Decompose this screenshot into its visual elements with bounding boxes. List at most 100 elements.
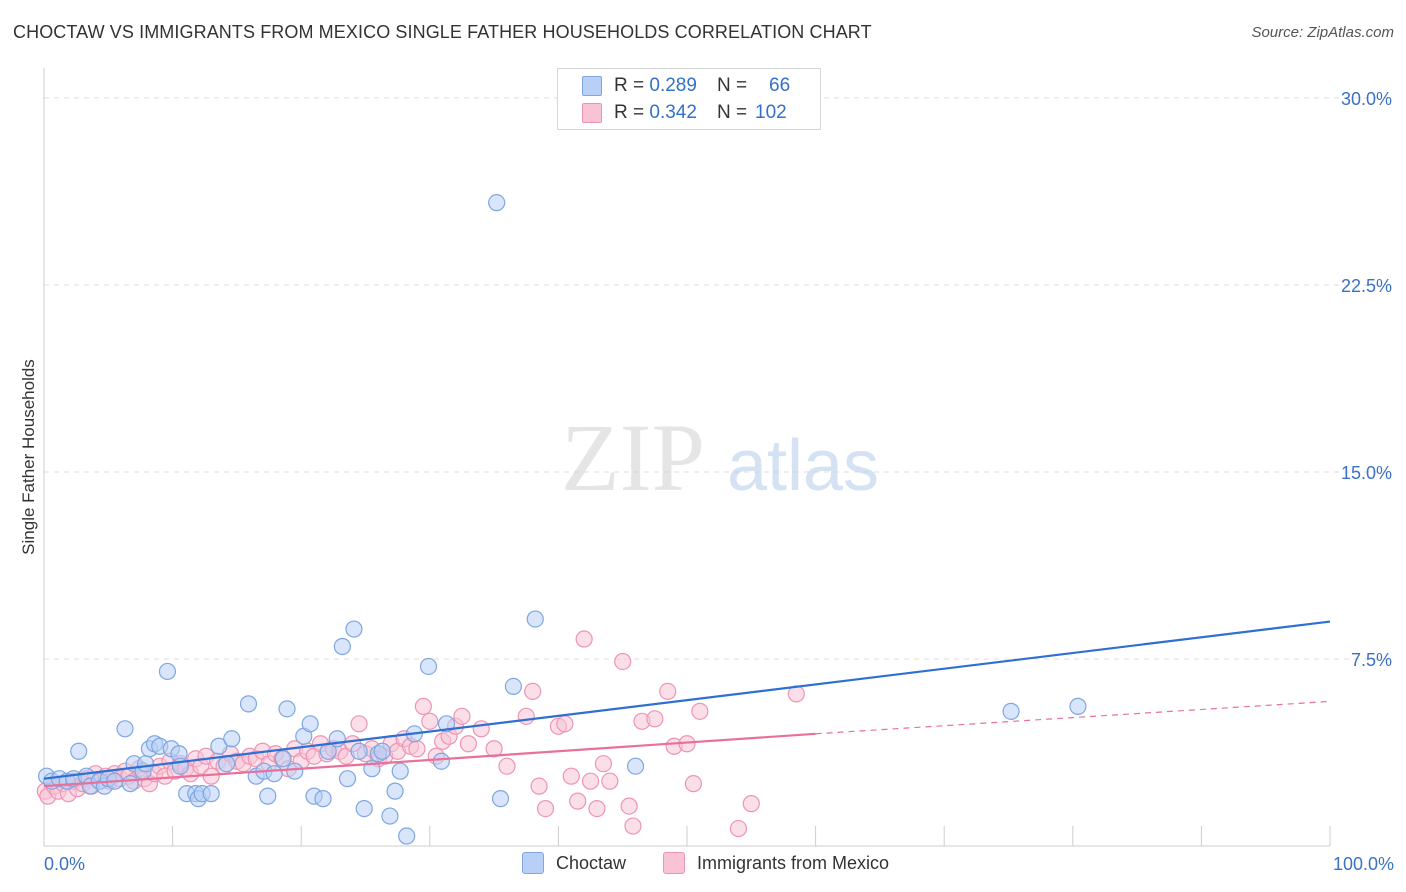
data-point-mexico	[562, 767, 580, 785]
data-point-mexico	[498, 757, 516, 775]
grid-layer	[44, 97, 1392, 660]
data-point-mexico	[742, 795, 760, 813]
data-point-choctaw	[526, 610, 544, 628]
data-point-mexico	[536, 799, 555, 818]
data-point-mexico	[408, 740, 426, 758]
data-point-choctaw	[398, 827, 416, 845]
data-point-mexico	[581, 772, 600, 790]
data-point-choctaw	[345, 620, 363, 638]
data-point-mexico	[530, 777, 548, 795]
tick-labels: 7.5% 15.0% 22.5% 30.0% 0.0% 100.0%	[44, 89, 1394, 874]
trend-line-mexico	[43, 732, 816, 788]
data-point-mexico	[729, 819, 748, 838]
legend-item-mexico[interactable]: Immigrants from Mexico	[663, 852, 889, 874]
data-point-mexico	[684, 775, 703, 793]
chart-title: CHOCTAW VS IMMIGRANTS FROM MEXICO SINGLE…	[13, 22, 872, 42]
legend-swatch-choctaw	[582, 76, 602, 96]
source-credit: Source: ZipAtlas.com	[1251, 24, 1394, 41]
legend-r-label: R =	[614, 102, 645, 123]
axes-layer	[43, 68, 1331, 847]
data-point-mexico	[453, 707, 471, 725]
legend-n-value: 66	[769, 75, 791, 96]
data-point-choctaw	[210, 737, 228, 755]
legend-swatch-mexico	[582, 103, 602, 123]
watermark-zip: ZIP	[561, 404, 705, 511]
legend-row-mexico: R = 0.342 N = 102	[582, 101, 787, 125]
legend-r-label: R =	[614, 75, 645, 96]
data-point-mexico	[485, 740, 503, 758]
data-point-mexico	[569, 792, 587, 810]
data-point-mexico	[350, 715, 368, 733]
data-point-choctaw	[1069, 697, 1087, 715]
trend-line-choctaw	[43, 620, 1331, 780]
legend-row-choctaw: R = 0.289 N = 66	[582, 74, 790, 98]
data-point-choctaw	[338, 770, 357, 788]
legend-n-value: 102	[755, 102, 787, 123]
data-point-choctaw	[286, 762, 304, 780]
data-point-mexico	[620, 797, 638, 815]
data-point-choctaw	[333, 637, 351, 656]
data-point-mexico	[459, 735, 477, 753]
data-point-choctaw	[381, 807, 399, 825]
legend-label-choctaw: Choctaw	[556, 852, 627, 873]
data-point-choctaw	[1002, 702, 1020, 720]
series-choctaw	[37, 194, 1087, 845]
data-point-choctaw	[121, 775, 139, 793]
data-point-choctaw	[419, 657, 438, 676]
legend-item-choctaw[interactable]: Choctaw	[522, 852, 626, 874]
data-point-mexico	[601, 772, 619, 790]
legend-r-value: 0.289	[649, 75, 697, 96]
data-point-choctaw	[386, 782, 404, 800]
data-point-choctaw	[488, 194, 506, 212]
legend-swatch-choctaw	[522, 852, 544, 874]
data-point-choctaw	[116, 720, 134, 738]
legend-r-value: 0.342	[649, 102, 697, 123]
data-point-choctaw	[350, 742, 368, 760]
watermark: ZIP atlas	[561, 404, 879, 511]
data-point-choctaw	[301, 715, 319, 733]
watermark-atlas: atlas	[727, 426, 879, 506]
y-tick-label: 22.5%	[1341, 276, 1392, 296]
data-point-mexico	[421, 712, 439, 730]
trend-lines	[43, 620, 1331, 788]
data-point-choctaw	[265, 765, 283, 783]
data-point-choctaw	[259, 787, 277, 805]
trend-line-mexico-extrapolated	[815, 700, 1331, 735]
correlation-legend: R = 0.289 N = 66 R = 0.342 N = 102	[557, 68, 821, 130]
data-point-choctaw	[278, 700, 296, 718]
data-point-choctaw	[158, 662, 177, 681]
data-point-mexico	[575, 630, 593, 648]
data-point-mexico	[556, 715, 574, 733]
data-point-choctaw	[239, 695, 258, 713]
data-point-mexico	[594, 755, 613, 773]
data-point-choctaw	[223, 730, 241, 748]
data-point-mexico	[614, 652, 632, 671]
legend-label-mexico: Immigrants from Mexico	[697, 852, 890, 873]
x-tick-label: 100.0%	[1333, 854, 1394, 874]
legend-n-label: N =	[716, 102, 748, 123]
data-point-choctaw	[504, 677, 522, 696]
data-point-choctaw	[626, 757, 645, 775]
y-tick-label: 30.0%	[1341, 89, 1392, 109]
legend-swatch-mexico	[663, 852, 685, 874]
data-point-choctaw	[355, 799, 373, 818]
data-point-choctaw	[70, 742, 88, 760]
data-point-choctaw	[432, 752, 450, 770]
data-point-choctaw	[491, 790, 510, 808]
data-point-choctaw	[202, 785, 220, 803]
data-point-mexico	[517, 707, 535, 725]
data-point-mexico	[472, 720, 490, 738]
data-point-mexico	[588, 799, 606, 818]
data-point-choctaw	[437, 715, 456, 733]
legend-n-label: N =	[716, 75, 748, 96]
y-tick-label: 15.0%	[1341, 463, 1392, 483]
data-point-choctaw	[373, 742, 391, 760]
data-point-choctaw	[314, 790, 332, 808]
data-point-mexico	[646, 710, 664, 728]
series-legend: Choctaw Immigrants from Mexico	[0, 852, 1406, 878]
data-point-mexico	[524, 682, 542, 700]
data-point-mexico	[414, 697, 432, 715]
data-point-mexico	[691, 702, 709, 720]
data-point-choctaw	[136, 755, 155, 773]
